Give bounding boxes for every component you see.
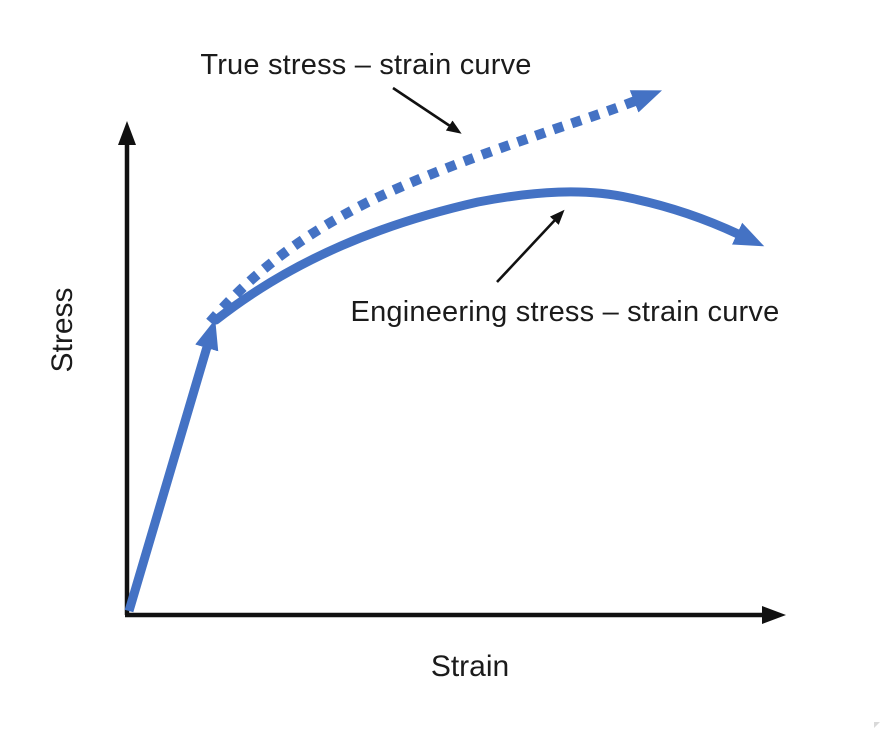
axes — [118, 121, 786, 624]
x-axis-label: Strain — [431, 650, 509, 683]
annotation-arrows — [392, 86, 565, 283]
y-axis-label: Stress — [46, 287, 79, 372]
engineering-curve — [124, 187, 765, 613]
true-curve-path — [206, 90, 663, 326]
true-curve-pointer-arrow — [392, 86, 462, 134]
engineering-curve-path — [211, 187, 765, 325]
engineering-curve-label: Engineering stress – strain curve — [351, 296, 780, 328]
corner-artifact — [874, 722, 880, 728]
true-curve-label: True stress – strain curve — [200, 49, 531, 81]
elastic-line-with-arrow — [124, 319, 219, 613]
true-curve — [206, 90, 663, 326]
engineering-curve-pointer-arrow — [496, 209, 565, 283]
